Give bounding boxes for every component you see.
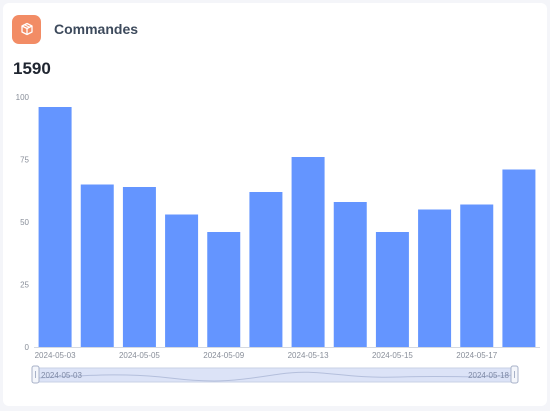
bar-2024-05-14[interactable] [333, 202, 367, 347]
x-tick-label: 2024-05-13 [288, 351, 329, 360]
bar-2024-05-03[interactable] [38, 107, 72, 347]
card-title: Commandes [54, 21, 139, 37]
y-tick-label: 25 [20, 281, 29, 290]
x-tick-label: 2024-05-15 [372, 351, 413, 360]
y-tick-label: 100 [16, 93, 30, 102]
bar-2024-05-16[interactable] [418, 209, 452, 348]
data-zoom-preview-line [35, 371, 515, 382]
x-tick-label: 2024-05-09 [203, 351, 244, 360]
y-axis: 0 25 50 75 100 [16, 93, 30, 352]
bar-2024-05-15[interactable] [375, 232, 409, 347]
bar-2024-05-09[interactable] [207, 232, 241, 347]
package-box-icon [12, 14, 41, 44]
x-tick-label: 2024-05-03 [35, 351, 76, 360]
y-tick-label: 75 [20, 156, 29, 165]
bar-2024-05-05[interactable] [122, 187, 156, 347]
bar-2024-05-17[interactable] [460, 204, 494, 348]
x-tick-label: 2024-05-05 [119, 351, 160, 360]
x-axis: 2024-05-03 2024-05-05 2024-05-09 2024-05-13… [34, 347, 540, 360]
x-tick-label: 2024-05-17 [456, 351, 497, 360]
data-zoom-slider[interactable]: 2024-05-03 2024-05-18 [31, 365, 519, 384]
bar-2024-05-12[interactable] [249, 192, 283, 347]
data-zoom-start-label: 2024-05-03 [41, 371, 82, 380]
card-header: Commandes [12, 14, 138, 44]
bar-2024-05-18[interactable] [502, 169, 536, 348]
bar-2024-05-04[interactable] [80, 184, 114, 348]
data-zoom-end-label: 2024-05-18 [468, 371, 509, 380]
bar-2024-05-06[interactable] [165, 214, 199, 348]
orders-total: 1590 [13, 59, 51, 78]
y-tick-label: 50 [20, 218, 29, 227]
bars [38, 107, 536, 348]
y-tick-label: 0 [25, 343, 30, 352]
bar-2024-05-13[interactable] [291, 157, 325, 347]
